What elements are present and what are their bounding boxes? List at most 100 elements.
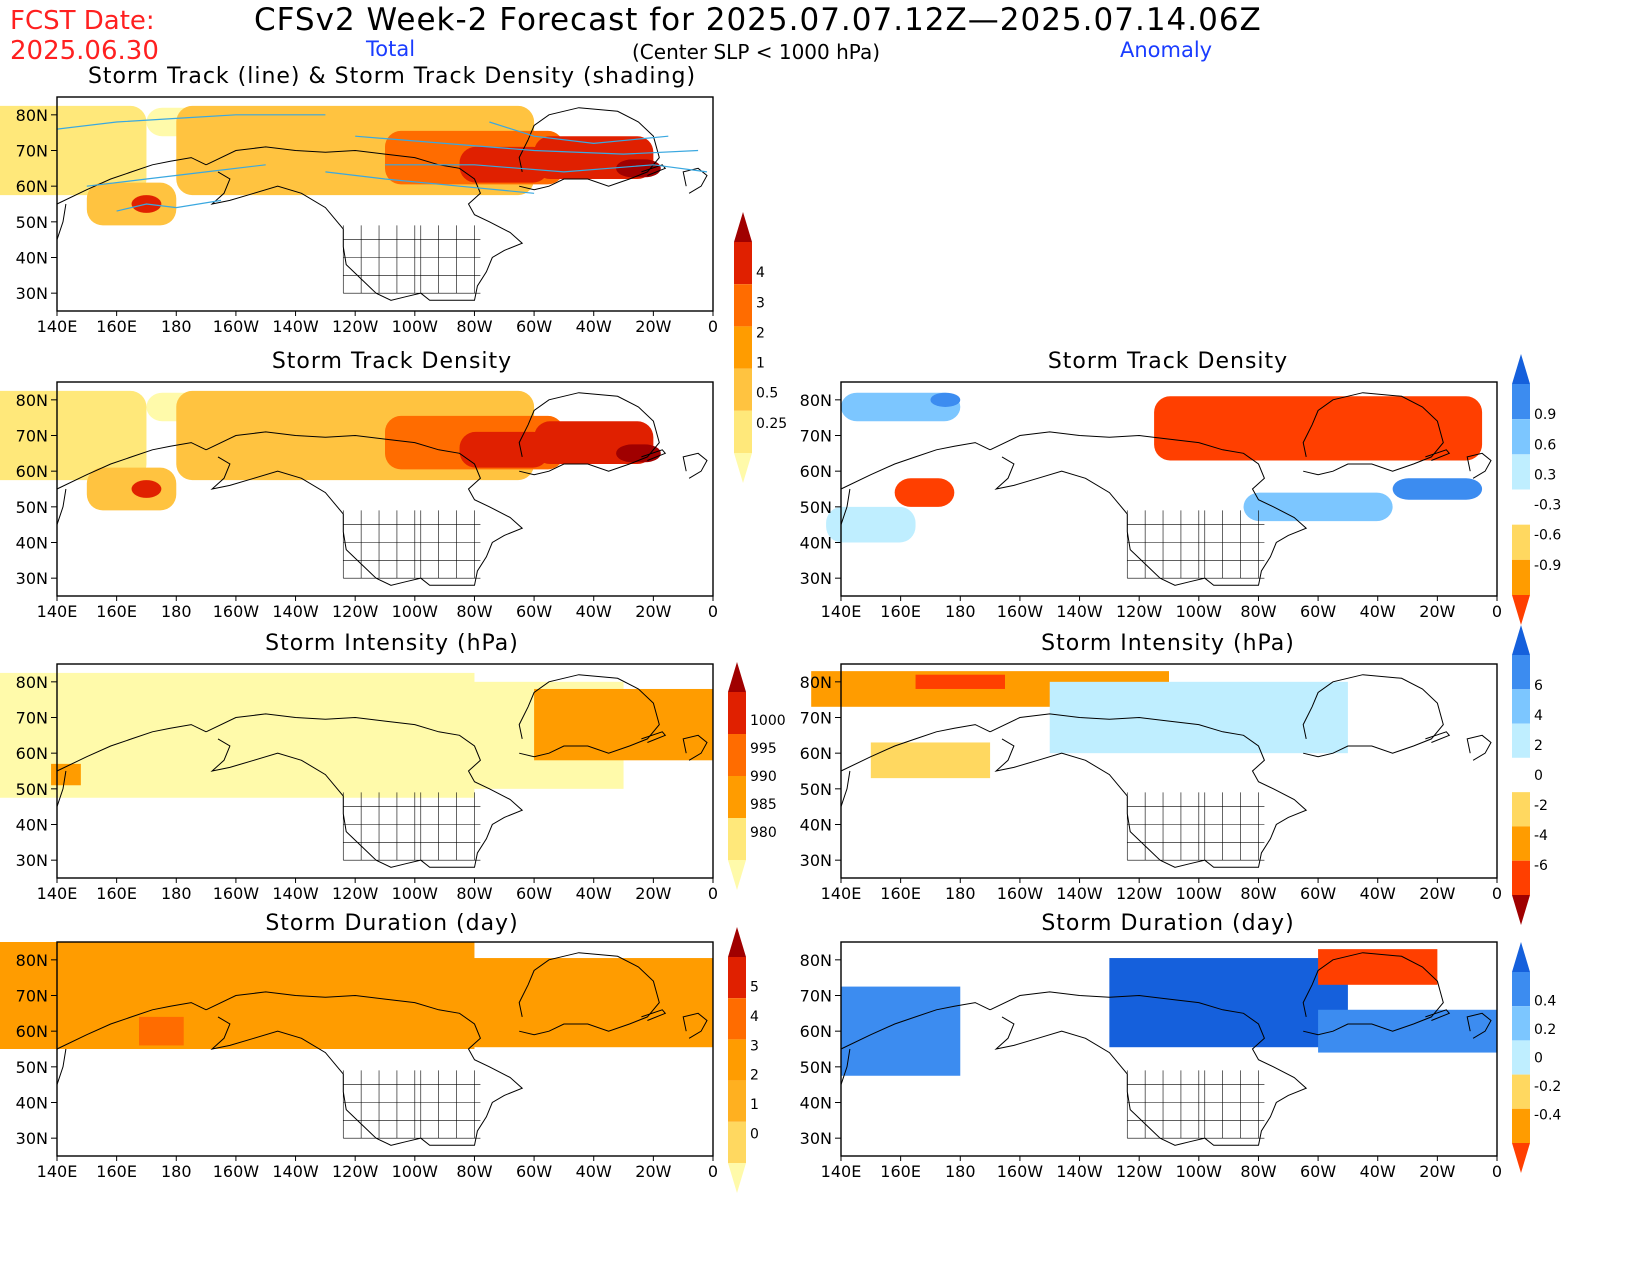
colorbar-label: -0.2 [1534, 1079, 1561, 1095]
panel-title-density-total: Storm Track Density [271, 349, 513, 374]
lon-tick-label: 80W [1240, 884, 1276, 903]
lon-tick-label: 0 [708, 1162, 718, 1181]
coastline [989, 991, 1308, 1146]
lon-tick-label: 20W [635, 317, 671, 336]
shading-cell [1109, 958, 1348, 1048]
colorbar-segment [728, 1121, 746, 1163]
colorbar-bottom-arrow [1512, 895, 1530, 925]
coastline [205, 991, 524, 1146]
coastline [682, 734, 708, 761]
lon-tick-label: 120W [332, 317, 379, 336]
shading-cell [131, 480, 162, 498]
colorbar-label: 0.9 [1534, 407, 1556, 423]
coastline [1302, 392, 1444, 476]
lon-tick-label: 80W [456, 1162, 492, 1181]
colorbar-top-arrow [728, 927, 746, 957]
lat-tick-label: 70N [800, 427, 832, 446]
panel-title-density-anomaly: Storm Track Density [1047, 349, 1289, 374]
lat-tick-label: 60N [16, 462, 48, 481]
lon-tick-label: 40W [1360, 884, 1396, 903]
panel-title-duration-total: Storm Duration (day) [265, 911, 519, 936]
colorbar-label: -4 [1534, 828, 1548, 844]
shading-cell [0, 390, 147, 481]
colorbar-segment [1512, 1074, 1530, 1109]
lon-tick-label: 160E [96, 884, 137, 903]
colorbar-intensity-anomaly: 6 4 2 0 -2 -4 -6 [1512, 625, 1548, 925]
lat-tick-label: 80N [16, 391, 48, 410]
lon-tick-label: 140W [1056, 884, 1103, 903]
lon-tick-label: 60W [516, 884, 552, 903]
colorbar-label: 0.4 [1534, 994, 1556, 1010]
lat-tick-label: 30N [16, 1129, 48, 1148]
colorbar-label: 2 [1534, 738, 1543, 754]
colorbar-segment [734, 284, 752, 327]
lon-tick-label: 160W [213, 602, 260, 621]
lon-tick-label: 60W [516, 317, 552, 336]
lon-tick-label: 80W [456, 317, 492, 336]
lat-tick-label: 50N [16, 1058, 48, 1077]
lat-tick-label: 60N [800, 1022, 832, 1041]
colorbar-segment [1512, 419, 1530, 455]
lon-tick-label: 20W [1419, 602, 1455, 621]
colorbar-label: 1000 [750, 713, 786, 729]
lat-tick-label: 30N [800, 1129, 832, 1148]
map-panel-duration-total: 140E 160E 180 160W 140W 120W 100W 80W 60W 40W 20W 0… [0, 941, 718, 1181]
coastline [518, 674, 660, 758]
lon-tick-label: 160W [997, 884, 1044, 903]
coastline [56, 442, 207, 490]
lon-tick-label: 140W [272, 1162, 319, 1181]
colorbar-label: 4 [1534, 708, 1543, 724]
colorbar-bottom-arrow [734, 453, 752, 483]
lat-tick-label: 60N [800, 744, 832, 763]
lon-tick-label: 180 [945, 602, 976, 621]
shading-cell [616, 444, 661, 463]
colorbar-segment [1512, 655, 1530, 690]
lat-tick-label: 50N [16, 498, 48, 517]
lat-tick-label: 80N [800, 391, 832, 410]
lat-tick-label: 70N [16, 142, 48, 161]
lon-tick-label: 180 [161, 884, 192, 903]
lon-tick-label: 80W [456, 602, 492, 621]
coastline [56, 157, 207, 205]
panel-title-intensity-total: Storm Intensity (hPa) [265, 631, 519, 656]
colorbar-segment [728, 692, 746, 734]
lon-tick-label: 120W [332, 602, 379, 621]
lon-tick-label: 20W [635, 1162, 671, 1181]
lon-tick-label: 140E [37, 602, 78, 621]
panel-title-track: Storm Track (line) & Storm Track Density… [87, 64, 697, 89]
lon-tick-label: 100W [1176, 1162, 1223, 1181]
coastline [518, 107, 660, 191]
lat-tick-label: 70N [16, 427, 48, 446]
lon-tick-label: 160W [997, 1162, 1044, 1181]
lat-tick-label: 80N [800, 673, 832, 692]
colorbar-bottom-arrow [1512, 1143, 1530, 1173]
shading-cell [915, 674, 1005, 689]
lon-tick-label: 120W [332, 1162, 379, 1181]
colorbar-label: 0.2 [1534, 1022, 1556, 1038]
lon-tick-label: 160W [997, 602, 1044, 621]
colorbar-label: 0.3 [1534, 467, 1556, 483]
colorbar-label: 995 [750, 741, 777, 757]
lon-tick-label: 60W [1300, 884, 1336, 903]
coastline [1302, 952, 1444, 1036]
coastline [56, 724, 207, 772]
lon-tick-label: 40W [1360, 602, 1396, 621]
lon-tick-label: 20W [635, 602, 671, 621]
storm-tracks [56, 114, 708, 212]
lat-tick-label: 30N [800, 851, 832, 870]
colorbar-top-arrow [1512, 942, 1530, 972]
lon-tick-label: 140W [272, 602, 319, 621]
lon-tick-label: 140E [821, 602, 862, 621]
coastline [840, 488, 851, 525]
lon-tick-label: 180 [945, 1162, 976, 1181]
colorbar-label: 2 [750, 1068, 759, 1084]
colorbar-segment [728, 818, 746, 860]
lat-tick-label: 30N [16, 851, 48, 870]
shading-cell [1049, 681, 1348, 754]
coastline [840, 1048, 851, 1085]
lat-tick-label: 50N [16, 780, 48, 799]
lon-tick-label: 60W [1300, 1162, 1336, 1181]
lat-tick-label: 80N [16, 951, 48, 970]
colorbar-label: 0 [750, 1127, 759, 1143]
lon-tick-label: 40W [1360, 1162, 1396, 1181]
